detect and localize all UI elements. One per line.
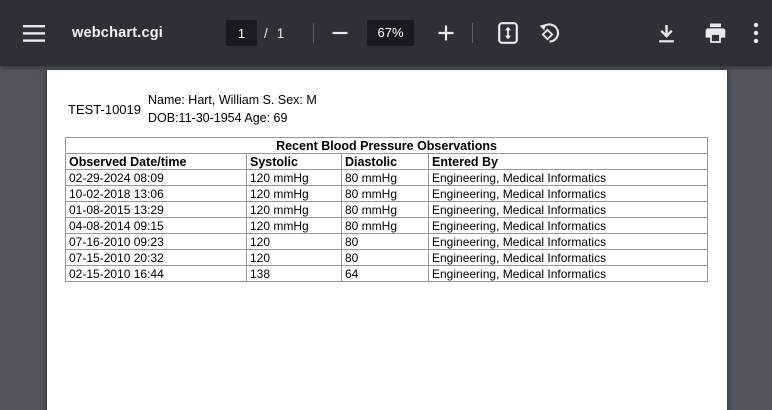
- column-header: Observed Date/time: [65, 153, 247, 170]
- cell-entered-by: Engineering, Medical Informatics: [427, 249, 709, 266]
- table-title: Recent Blood Pressure Observations: [64, 137, 709, 154]
- patient-demographics: Name: Hart, William S. Sex: M DOB:11-30-…: [148, 91, 317, 127]
- cell-observed: 07-16-2010 09:23: [65, 233, 247, 250]
- page-total: 1: [276, 25, 285, 41]
- plus-icon: [438, 25, 454, 41]
- page-separator: /: [264, 25, 268, 41]
- pdf-toolbar: webchart.cgi / 1 67%: [0, 0, 772, 66]
- cell-entered-by: Engineering, Medical Informatics: [427, 233, 709, 250]
- page-count: / 1: [264, 0, 284, 66]
- rotate-button[interactable]: [533, 17, 565, 49]
- blood-pressure-table: Recent Blood Pressure Observations Obser…: [64, 137, 709, 282]
- cell-entered-by: Engineering, Medical Informatics: [427, 265, 709, 282]
- cell-observed: 01-08-2015 13:29: [65, 201, 247, 218]
- cell-diastolic: 80 mmHg: [341, 185, 429, 202]
- cell-diastolic: 80: [341, 233, 429, 250]
- minus-icon: [332, 25, 348, 41]
- cell-entered-by: Engineering, Medical Informatics: [427, 217, 709, 234]
- page-number-input[interactable]: [226, 20, 257, 46]
- printer-icon: [705, 23, 726, 43]
- column-header: Diastolic: [341, 153, 429, 170]
- cell-systolic: 138: [246, 265, 342, 282]
- table-row: 02-15-2010 16:44 138 64 Engineering, Med…: [65, 265, 709, 282]
- cell-observed: 04-08-2014 09:15: [65, 217, 247, 234]
- column-header: Systolic: [246, 153, 342, 170]
- cell-systolic: 120 mmHg: [246, 217, 342, 234]
- cell-systolic: 120: [246, 249, 342, 266]
- table-row: 07-16-2010 09:23 120 80 Engineering, Med…: [65, 233, 709, 250]
- cell-entered-by: Engineering, Medical Informatics: [427, 185, 709, 202]
- table-row: 02-29-2024 08:09 120 mmHg 80 mmHg Engine…: [65, 169, 709, 186]
- cell-systolic: 120 mmHg: [246, 185, 342, 202]
- zoom-level-input[interactable]: 67%: [367, 20, 414, 46]
- cell-systolic: 120 mmHg: [246, 201, 342, 218]
- cell-diastolic: 64: [341, 265, 429, 282]
- patient-name-line: Name: Hart, William S. Sex: M: [148, 93, 317, 107]
- cell-observed: 02-15-2010 16:44: [65, 265, 247, 282]
- cell-systolic: 120 mmHg: [246, 169, 342, 186]
- download-icon: [656, 23, 677, 44]
- more-actions-button[interactable]: [740, 17, 772, 49]
- fit-page-icon: [498, 22, 518, 44]
- table-header-row: Observed Date/time Systolic Diastolic En…: [65, 153, 709, 170]
- toolbar-divider: [472, 23, 473, 43]
- cell-diastolic: 80 mmHg: [341, 169, 429, 186]
- fit-to-page-button[interactable]: [492, 17, 524, 49]
- cell-diastolic: 80: [341, 249, 429, 266]
- table-title-row: Recent Blood Pressure Observations: [64, 137, 709, 154]
- cell-observed: 07-15-2010 20:32: [65, 249, 247, 266]
- zoom-in-button[interactable]: [430, 17, 462, 49]
- table-row: 07-15-2010 20:32 120 80 Engineering, Med…: [65, 249, 709, 266]
- document-title: webchart.cgi: [72, 25, 164, 41]
- column-header: Entered By: [427, 153, 709, 170]
- menu-button[interactable]: [18, 17, 50, 49]
- pdf-viewport[interactable]: TEST-10019 Name: Hart, William S. Sex: M…: [0, 66, 772, 410]
- toolbar-divider: [313, 23, 314, 43]
- pdf-page: TEST-10019 Name: Hart, William S. Sex: M…: [47, 70, 727, 410]
- table-row: 10-02-2018 13:06 120 mmHg 80 mmHg Engine…: [65, 185, 709, 202]
- zoom-out-button[interactable]: [324, 17, 356, 49]
- cell-entered-by: Engineering, Medical Informatics: [427, 169, 709, 186]
- cell-diastolic: 80 mmHg: [341, 217, 429, 234]
- cell-observed: 10-02-2018 13:06: [65, 185, 247, 202]
- hamburger-icon: [23, 24, 45, 42]
- download-button[interactable]: [650, 17, 682, 49]
- table-row: 01-08-2015 13:29 120 mmHg 80 mmHg Engine…: [65, 201, 709, 218]
- patient-header: TEST-10019 Name: Hart, William S. Sex: M…: [68, 91, 317, 127]
- rotate-icon: [537, 21, 561, 45]
- patient-dob-line: DOB:11-30-1954 Age: 69: [148, 111, 288, 125]
- patient-id: TEST-10019: [68, 101, 141, 117]
- cell-diastolic: 80 mmHg: [341, 201, 429, 218]
- table-row: 04-08-2014 09:15 120 mmHg 80 mmHg Engine…: [65, 217, 709, 234]
- cell-systolic: 120: [246, 233, 342, 250]
- print-button[interactable]: [699, 17, 731, 49]
- cell-entered-by: Engineering, Medical Informatics: [427, 201, 709, 218]
- cell-observed: 02-29-2024 08:09: [65, 169, 247, 186]
- vertical-ellipsis-icon: [753, 22, 759, 44]
